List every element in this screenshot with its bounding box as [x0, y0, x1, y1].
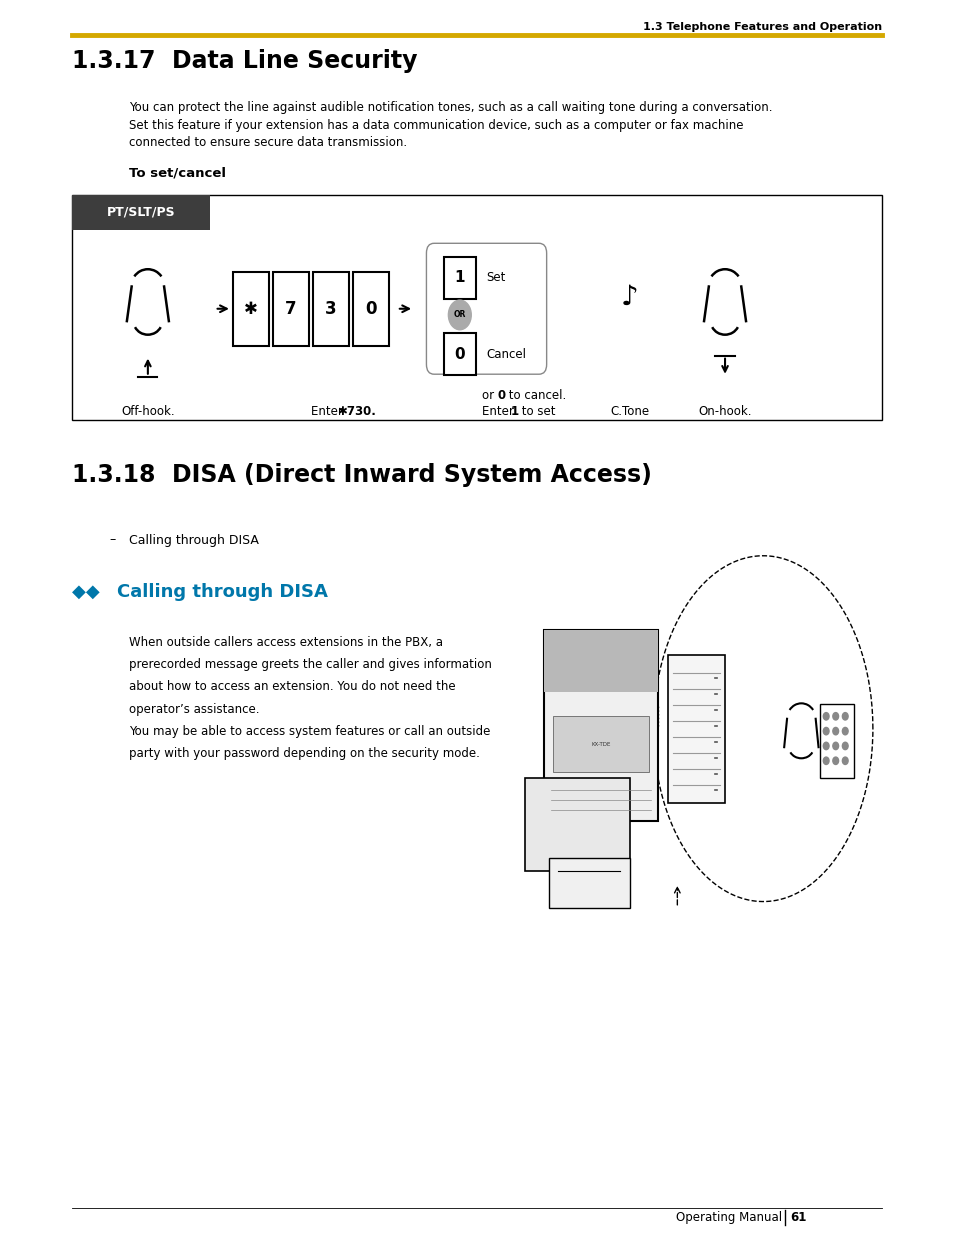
Circle shape: [841, 713, 847, 720]
Text: PT/SLT/PS: PT/SLT/PS: [107, 206, 174, 219]
Circle shape: [841, 727, 847, 735]
Text: Set this feature if your extension has a data communication device, such as a co: Set this feature if your extension has a…: [129, 119, 742, 132]
Text: Off-hook.: Off-hook.: [121, 405, 174, 419]
FancyBboxPatch shape: [667, 655, 724, 803]
Text: When outside callers access extensions in the PBX, a: When outside callers access extensions i…: [129, 636, 442, 650]
Text: connected to ensure secure data transmission.: connected to ensure secure data transmis…: [129, 136, 407, 149]
FancyBboxPatch shape: [548, 858, 629, 908]
Circle shape: [832, 742, 838, 750]
Circle shape: [822, 757, 828, 764]
Circle shape: [448, 300, 471, 330]
Text: or: or: [481, 389, 497, 403]
FancyBboxPatch shape: [426, 243, 546, 374]
Circle shape: [841, 757, 847, 764]
Text: 1: 1: [510, 405, 518, 419]
FancyBboxPatch shape: [273, 272, 309, 346]
Text: 0: 0: [497, 389, 505, 403]
Text: You can protect the line against audible notification tones, such as a call wait: You can protect the line against audible…: [129, 101, 772, 115]
Text: C.Tone: C.Tone: [609, 405, 649, 419]
Circle shape: [822, 742, 828, 750]
Text: ◆◆: ◆◆: [71, 583, 106, 601]
Text: 3: 3: [325, 300, 336, 317]
Text: 1: 1: [454, 270, 465, 285]
Text: KX-TDE: KX-TDE: [591, 742, 610, 747]
FancyBboxPatch shape: [71, 195, 210, 230]
Text: ✱: ✱: [244, 300, 257, 317]
FancyBboxPatch shape: [543, 630, 658, 692]
Text: To set/cancel: To set/cancel: [129, 167, 226, 180]
Circle shape: [832, 757, 838, 764]
Circle shape: [841, 742, 847, 750]
Text: –: –: [110, 534, 116, 547]
Text: 61: 61: [789, 1212, 805, 1224]
FancyBboxPatch shape: [553, 716, 648, 772]
Text: Enter: Enter: [481, 405, 517, 419]
Text: prerecorded message greets the caller and gives information: prerecorded message greets the caller an…: [129, 658, 491, 672]
FancyBboxPatch shape: [233, 272, 269, 346]
Text: about how to access an extension. You do not need the: about how to access an extension. You do…: [129, 680, 455, 694]
FancyBboxPatch shape: [71, 195, 882, 420]
Text: 1.3.17  Data Line Security: 1.3.17 Data Line Security: [71, 49, 416, 73]
Text: Operating Manual: Operating Manual: [676, 1212, 781, 1224]
Text: 0: 0: [365, 300, 376, 317]
FancyBboxPatch shape: [443, 257, 476, 299]
Text: 7: 7: [285, 300, 296, 317]
Text: Set: Set: [486, 272, 505, 284]
Text: Enter: Enter: [311, 405, 346, 419]
Text: to set: to set: [517, 405, 555, 419]
FancyBboxPatch shape: [820, 704, 853, 778]
FancyBboxPatch shape: [353, 272, 389, 346]
Text: 1.3 Telephone Features and Operation: 1.3 Telephone Features and Operation: [642, 22, 882, 32]
Text: 1.3.18  DISA (Direct Inward System Access): 1.3.18 DISA (Direct Inward System Access…: [71, 463, 651, 487]
Text: Calling through DISA: Calling through DISA: [129, 534, 258, 547]
Circle shape: [822, 727, 828, 735]
FancyBboxPatch shape: [524, 778, 629, 871]
Text: OR: OR: [454, 310, 465, 320]
Circle shape: [832, 713, 838, 720]
Text: 0: 0: [454, 347, 465, 362]
Text: operator’s assistance.: operator’s assistance.: [129, 703, 259, 716]
Circle shape: [822, 713, 828, 720]
Text: On-hook.: On-hook.: [698, 405, 751, 419]
Text: ✱730.: ✱730.: [337, 405, 376, 419]
Text: to cancel.: to cancel.: [504, 389, 565, 403]
FancyBboxPatch shape: [543, 630, 658, 821]
Circle shape: [832, 727, 838, 735]
Text: ♪: ♪: [620, 283, 638, 310]
FancyBboxPatch shape: [313, 272, 349, 346]
Text: You may be able to access system features or call an outside: You may be able to access system feature…: [129, 725, 490, 739]
Text: party with your password depending on the security mode.: party with your password depending on th…: [129, 747, 479, 761]
Text: Calling through DISA: Calling through DISA: [117, 583, 328, 601]
Text: Cancel: Cancel: [486, 348, 526, 361]
FancyBboxPatch shape: [443, 333, 476, 375]
